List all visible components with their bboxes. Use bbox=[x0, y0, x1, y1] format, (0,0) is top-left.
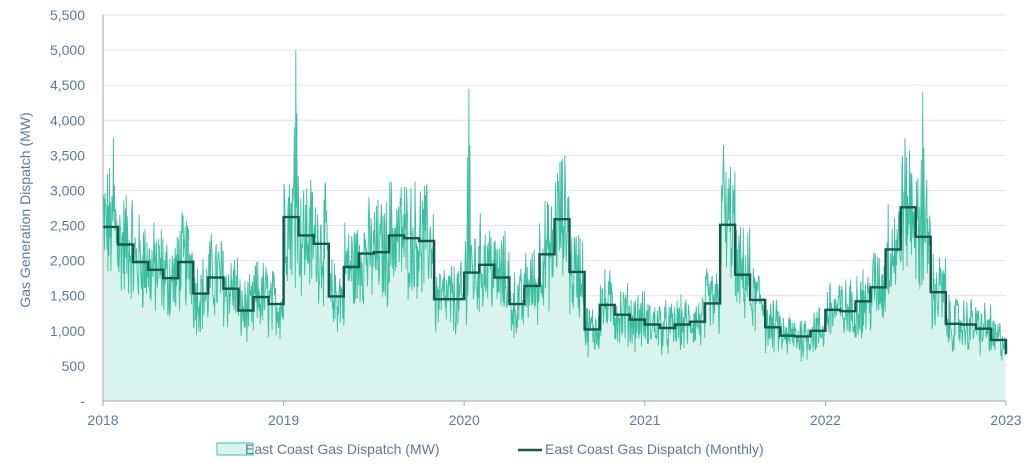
y-tick-label: 2,500 bbox=[50, 218, 85, 234]
y-tick-label: 1,500 bbox=[50, 288, 85, 304]
y-axis-label: Gas Generation Dispatch (MW) bbox=[17, 112, 33, 307]
daily-area bbox=[103, 50, 1006, 401]
y-tick-label: 1,000 bbox=[50, 323, 85, 339]
monthly-series bbox=[103, 206, 1008, 354]
legend-swatch-daily bbox=[216, 442, 254, 456]
y-tick-label: 5,000 bbox=[50, 42, 85, 58]
y-tick-label: - bbox=[80, 393, 85, 409]
axes: - 500 1,000 1,500 2,000 2,500 3,000 3,500 4,000 4… bbox=[50, 7, 1022, 428]
y-tick-label: 4,500 bbox=[50, 77, 85, 93]
y-tick-label: 500 bbox=[62, 358, 86, 374]
y-tick-label: 2,000 bbox=[50, 253, 85, 269]
y-tick-label: 3,000 bbox=[50, 182, 85, 198]
x-tick-label: 2020 bbox=[449, 412, 480, 428]
x-tick-label: 2022 bbox=[810, 412, 841, 428]
x-tick-label: 2018 bbox=[87, 412, 118, 428]
legend-label-monthly: East Coast Gas Dispatch (Monthly) bbox=[545, 441, 764, 457]
x-tick-label: 2023 bbox=[990, 412, 1021, 428]
x-tick-label: 2019 bbox=[268, 412, 299, 428]
legend-label-daily: East Coast Gas Dispatch (MW) bbox=[245, 441, 440, 457]
y-tick-label: 3,500 bbox=[50, 147, 85, 163]
monthly-step-line bbox=[103, 206, 1008, 354]
x-tick-label: 2021 bbox=[629, 412, 660, 428]
y-tick-label: 5,500 bbox=[50, 7, 85, 23]
legend: East Coast Gas Dispatch (MW) East Coast … bbox=[216, 441, 764, 457]
y-tick-label: 4,000 bbox=[50, 112, 85, 128]
